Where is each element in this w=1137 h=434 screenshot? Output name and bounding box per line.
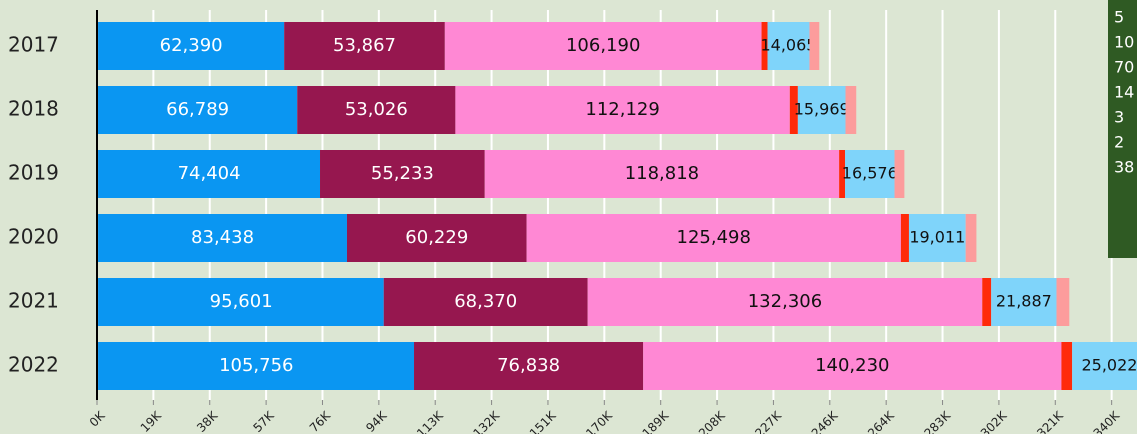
bar-segment <box>484 150 840 198</box>
bar-segment <box>98 86 298 134</box>
bar-segment <box>320 150 485 198</box>
bar-segment <box>383 278 588 326</box>
value-label: 62,390 <box>160 35 223 56</box>
value-label: 95,601 <box>210 291 273 312</box>
value-label: 83,438 <box>191 227 254 248</box>
value-label: 66,789 <box>166 99 229 120</box>
y-tick-label: 2020 <box>8 225 59 249</box>
bar-segment <box>1056 278 1070 326</box>
value-label: 118,818 <box>625 163 699 184</box>
value-label: 112,129 <box>585 99 659 120</box>
bar-segment <box>98 22 285 70</box>
bar-segment <box>797 86 846 134</box>
bar-segment <box>98 150 321 198</box>
y-tick-label: 2018 <box>8 97 59 121</box>
value-label: 16,576 <box>842 164 898 183</box>
annotation: 2 <box>1114 133 1124 152</box>
value-label: 105,756 <box>219 355 293 376</box>
value-label: 15,969 <box>794 100 850 119</box>
bar-segment <box>845 150 895 198</box>
value-label: 132,306 <box>748 291 822 312</box>
bar-segment <box>789 86 798 134</box>
bar-segment <box>845 86 857 134</box>
bar-segment <box>1072 342 1137 390</box>
bar-segment <box>587 278 983 326</box>
value-label: 140,230 <box>815 355 889 376</box>
value-label: 74,404 <box>178 163 241 184</box>
bar-segment <box>455 86 790 134</box>
bar-segment <box>98 278 384 326</box>
annotation: 14 <box>1114 83 1134 102</box>
bar-segment <box>414 342 644 390</box>
bar-segment <box>809 22 820 70</box>
value-label: 55,233 <box>371 163 434 184</box>
value-label: 53,026 <box>345 99 408 120</box>
value-label: 76,838 <box>497 355 560 376</box>
annotation: 10 <box>1114 33 1134 52</box>
annotation: 3 <box>1114 108 1124 127</box>
annotation: 38 <box>1114 158 1134 177</box>
y-tick-label: 2022 <box>8 353 59 377</box>
side-panel <box>1108 0 1137 258</box>
bar-segment <box>346 214 527 262</box>
bar-segment <box>982 278 992 326</box>
value-label: 125,498 <box>677 227 751 248</box>
bar-segment <box>991 278 1057 326</box>
bar-segment <box>1061 342 1073 390</box>
bar-segment <box>894 150 905 198</box>
bar-segment <box>908 214 966 262</box>
value-label: 25,022 <box>1081 356 1137 375</box>
y-tick-label: 2017 <box>8 33 59 57</box>
bar-segment <box>643 342 1062 390</box>
bar-segment <box>526 214 901 262</box>
bar-segment <box>297 86 456 134</box>
y-tick-label: 2019 <box>8 161 59 185</box>
bar-segment <box>284 22 445 70</box>
value-label: 106,190 <box>566 35 640 56</box>
bar-segment <box>98 342 415 390</box>
y-tick-label: 2021 <box>8 289 59 313</box>
annotation: 70 <box>1114 58 1134 77</box>
value-label: 53,867 <box>333 35 396 56</box>
value-label: 21,887 <box>996 292 1052 311</box>
value-label: 68,370 <box>454 291 517 312</box>
value-label: 60,229 <box>405 227 468 248</box>
bar-segment <box>761 22 768 70</box>
annotation: 5 <box>1114 8 1124 27</box>
bar-segment <box>965 214 977 262</box>
bar-segment <box>900 214 909 262</box>
bar-segment <box>98 214 347 262</box>
value-label: 14,065 <box>760 36 816 55</box>
value-label: 19,011 <box>909 228 965 247</box>
bar-segment <box>767 22 810 70</box>
bar-segment <box>839 150 846 198</box>
bar-segment <box>444 22 762 70</box>
